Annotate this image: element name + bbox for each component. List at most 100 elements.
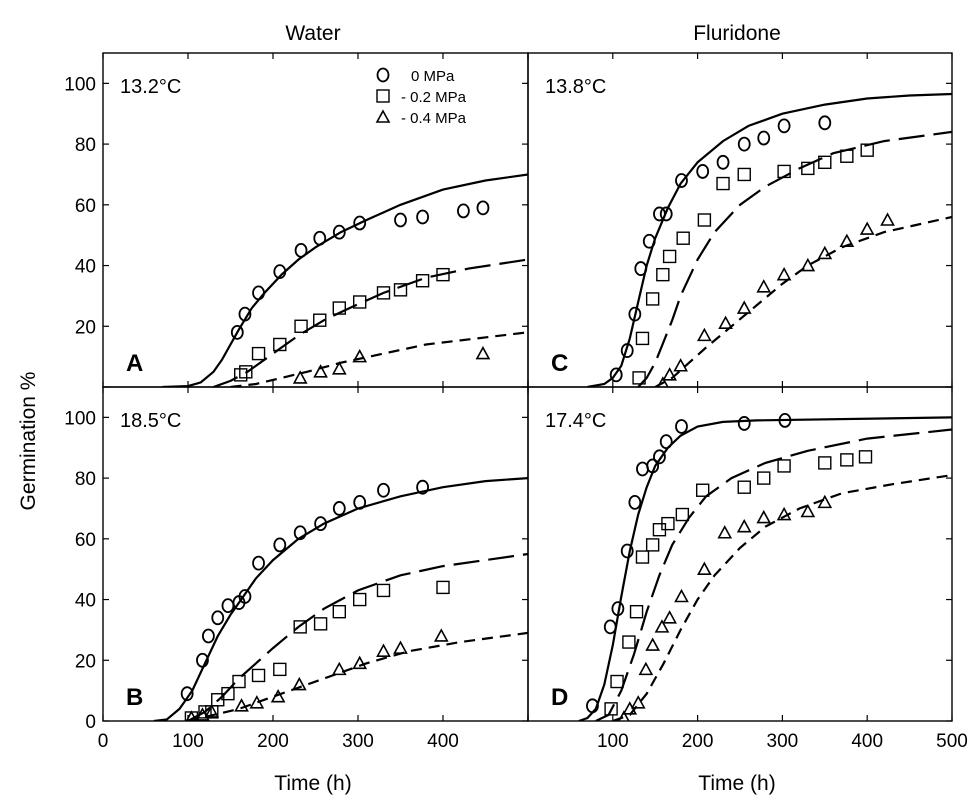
data-point-triangle xyxy=(195,707,210,721)
data-point-triangle xyxy=(697,327,712,342)
panel-frame xyxy=(527,52,953,388)
data-point-square xyxy=(695,483,710,497)
data-point-square xyxy=(661,516,675,531)
data-point-circle xyxy=(675,173,688,188)
data-point-square xyxy=(273,662,287,677)
data-point-square xyxy=(622,635,636,649)
panel-B xyxy=(153,477,528,721)
data-point-square xyxy=(860,143,874,157)
panel-A xyxy=(162,173,528,387)
data-point-circle xyxy=(201,628,215,644)
data-point-triangle xyxy=(656,376,669,387)
fitted-curve-triangle xyxy=(230,331,528,387)
fitted-curve-circle xyxy=(162,173,528,387)
y-tick-label: 0 xyxy=(85,712,96,733)
y-tick-label: 60 xyxy=(75,196,96,217)
data-point-square xyxy=(777,459,791,473)
data-point-circle xyxy=(252,285,265,301)
fitted-curve-circle xyxy=(587,92,952,387)
data-point-circle xyxy=(273,537,287,553)
data-point-square xyxy=(353,295,367,309)
data-point-circle xyxy=(353,215,367,231)
y-tick-label: 20 xyxy=(75,651,96,672)
data-point-triangle xyxy=(617,710,630,721)
data-point-square xyxy=(777,164,791,179)
data-point-triangle xyxy=(756,279,772,293)
data-point-circle xyxy=(646,458,660,474)
data-point-square xyxy=(801,161,815,176)
data-point-circle xyxy=(293,525,307,541)
data-point-circle xyxy=(636,461,649,477)
data-point-triangle xyxy=(352,348,368,363)
data-point-triangle xyxy=(204,704,220,718)
data-point-square xyxy=(313,313,327,327)
data-point-circle xyxy=(634,261,648,276)
data-point-triangle xyxy=(817,245,833,260)
data-point-square xyxy=(645,538,660,552)
data-point-circle xyxy=(376,67,390,83)
data-point-square xyxy=(635,331,650,346)
data-point-circle xyxy=(628,494,642,510)
fitted-curve-triangle xyxy=(612,474,952,721)
data-point-square xyxy=(818,456,832,470)
data-point-circle xyxy=(394,212,407,228)
data-point-square xyxy=(198,705,212,719)
data-point-circle xyxy=(611,601,625,617)
data-point-circle xyxy=(416,209,430,225)
fitted-curve-circle xyxy=(153,477,528,721)
panel-letter: D xyxy=(551,684,568,711)
data-point-triangle xyxy=(736,300,752,314)
data-point-square xyxy=(697,213,712,227)
data-point-square xyxy=(251,346,266,361)
data-point-square xyxy=(376,583,391,598)
data-point-triangle xyxy=(475,345,491,360)
data-point-circle xyxy=(696,164,710,179)
data-point-square xyxy=(232,674,246,689)
y-tick-label: 80 xyxy=(75,135,96,156)
data-point-square xyxy=(757,471,771,485)
data-point-square xyxy=(436,580,450,595)
data-point-square xyxy=(675,507,690,522)
data-point-circle xyxy=(653,206,666,222)
x-tick-label: 100 xyxy=(597,731,629,752)
column-title-water: Water xyxy=(285,22,340,45)
data-point-circle xyxy=(818,115,832,131)
data-point-circle xyxy=(653,449,666,465)
legend-entry-label: - 0.4 MPa xyxy=(401,110,467,127)
data-point-circle xyxy=(603,619,617,635)
data-point-circle xyxy=(252,555,265,571)
data-point-triangle xyxy=(800,257,816,272)
data-point-square xyxy=(737,480,751,494)
panel-C xyxy=(587,92,952,387)
data-point-triangle xyxy=(313,364,328,378)
data-point-circle xyxy=(476,200,490,216)
data-point-circle xyxy=(332,501,346,516)
data-point-triangle xyxy=(433,628,449,642)
data-point-triangle xyxy=(756,509,772,524)
data-point-square xyxy=(656,267,670,282)
data-point-square xyxy=(376,89,390,103)
data-point-triangle xyxy=(817,494,833,509)
data-point-triangle xyxy=(645,637,661,651)
data-point-triangle xyxy=(352,655,368,670)
data-point-square xyxy=(635,550,650,564)
x-tick-label: 300 xyxy=(342,731,374,752)
data-point-triangle xyxy=(638,661,654,676)
data-point-circle xyxy=(609,367,623,383)
panel-frame xyxy=(102,386,529,722)
data-point-triangle xyxy=(662,610,677,624)
data-point-square xyxy=(251,668,266,683)
panel-frame xyxy=(527,386,953,722)
y-tick-label: 100 xyxy=(64,74,96,95)
data-point-circle xyxy=(377,482,390,498)
data-point-square xyxy=(239,365,253,379)
data-point-square xyxy=(737,167,751,182)
data-point-triangle xyxy=(249,695,265,709)
data-point-triangle xyxy=(185,710,198,721)
panel-temperature: 17.4°C xyxy=(545,410,606,432)
data-point-circle xyxy=(737,136,751,152)
data-point-triangle xyxy=(776,506,792,521)
data-point-circle xyxy=(757,130,771,146)
data-point-circle xyxy=(778,412,792,428)
